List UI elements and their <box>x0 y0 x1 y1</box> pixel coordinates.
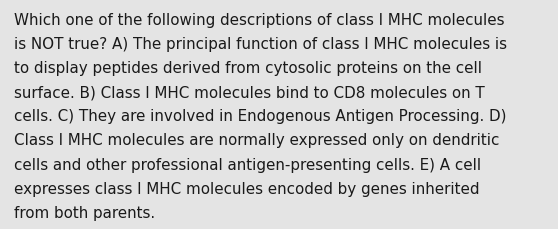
Text: cells. C) They are involved in Endogenous Antigen Processing. D): cells. C) They are involved in Endogenou… <box>14 109 507 124</box>
Text: is NOT true? A) The principal function of class I MHC molecules is: is NOT true? A) The principal function o… <box>14 37 507 52</box>
Text: cells and other professional antigen-presenting cells. E) A cell: cells and other professional antigen-pre… <box>14 157 481 172</box>
Text: surface. B) Class I MHC molecules bind to CD8 molecules on T: surface. B) Class I MHC molecules bind t… <box>14 85 485 100</box>
Text: from both parents.: from both parents. <box>14 205 155 220</box>
Text: Class I MHC molecules are normally expressed only on dendritic: Class I MHC molecules are normally expre… <box>14 133 499 148</box>
Text: to display peptides derived from cytosolic proteins on the cell: to display peptides derived from cytosol… <box>14 61 482 76</box>
Text: Which one of the following descriptions of class I MHC molecules: Which one of the following descriptions … <box>14 13 504 27</box>
Text: expresses class I MHC molecules encoded by genes inherited: expresses class I MHC molecules encoded … <box>14 181 479 196</box>
